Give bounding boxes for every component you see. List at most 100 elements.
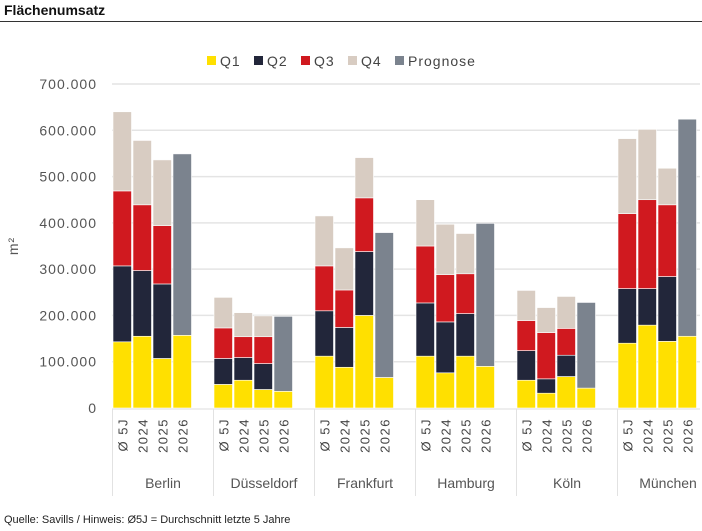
bar-segment-q4: [152, 159, 172, 226]
group-label: Köln: [553, 475, 581, 491]
y-tick-label: 700.000: [39, 76, 97, 92]
y-tick-label: 500.000: [39, 169, 97, 185]
x-tick-label: 2025: [559, 418, 574, 453]
bar-segment-q2: [112, 265, 132, 343]
x-tick-label: Ø 5J: [620, 418, 635, 451]
bar-segment-q2: [354, 251, 374, 316]
legend-label-q4: Q4: [361, 53, 382, 69]
legend-label-q3: Q3: [314, 53, 335, 69]
x-tick-label: 2024: [539, 418, 554, 453]
bar-segment-q4: [516, 290, 536, 321]
bar-segment-q3: [455, 273, 475, 314]
bar-segment-q3: [132, 204, 152, 271]
legend-label-prognose: Prognose: [408, 53, 476, 69]
bar-segment-q2: [657, 276, 677, 342]
bar-segment-q3: [536, 332, 556, 380]
bar-segment-q1: [172, 335, 192, 409]
legend-label-q2: Q2: [267, 53, 288, 69]
bar-segment-q1: [677, 335, 697, 409]
bar-segment-q3: [556, 328, 576, 356]
legend-swatch-q3: [301, 56, 310, 65]
y-tick-label: 200.000: [39, 307, 97, 323]
bar-segment-q2: [415, 302, 435, 357]
y-tick-label: 300.000: [39, 261, 97, 277]
legend-swatch-q4: [348, 56, 357, 65]
bar-segment-prognose: [677, 118, 697, 337]
bar-segment-q3: [657, 204, 677, 277]
bar-segment-q2: [213, 358, 233, 385]
bar-segment-q4: [253, 315, 273, 338]
group-label: München: [639, 475, 697, 491]
bar-segment-q4: [354, 157, 374, 199]
x-tick-label: Ø 5J: [115, 418, 130, 451]
bar-segment-q3: [233, 336, 253, 358]
bar-segment-q4: [132, 140, 152, 206]
bar-segment-q1: [536, 392, 556, 409]
bar-segment-q4: [536, 307, 556, 333]
bar-segment-q1: [637, 324, 657, 409]
bar-segment-q1: [657, 341, 677, 409]
bar-segment-q3: [435, 274, 455, 323]
x-tick-label: Ø 5J: [418, 418, 433, 451]
bar-segment-q1: [354, 315, 374, 409]
x-tick-label: 2024: [135, 418, 150, 453]
bar-segment-q2: [637, 288, 657, 326]
bar-segment-q1: [132, 335, 152, 409]
group-label: Hamburg: [437, 475, 495, 491]
bar-segment-q2: [152, 283, 172, 359]
x-tick-label: Ø 5J: [216, 418, 231, 451]
x-tick-label: 2026: [680, 418, 695, 453]
bar-segment-q3: [637, 199, 657, 289]
bar-segment-q3: [253, 336, 273, 364]
bar-segment-q1: [455, 355, 475, 409]
bar-segment-prognose: [172, 153, 192, 336]
x-tick-label: Ø 5J: [317, 418, 332, 451]
bar-segment-q1: [617, 342, 637, 409]
group-label: Frankfurt: [337, 475, 393, 491]
bar-segment-prognose: [475, 223, 495, 367]
legend-label-q1: Q1: [220, 53, 241, 69]
x-tick-label: 2026: [478, 418, 493, 453]
bar-segment-q2: [516, 350, 536, 381]
bar-segment-q3: [617, 213, 637, 289]
bar-segment-q4: [415, 199, 435, 247]
bar-segment-q2: [253, 363, 273, 390]
bar-segment-q1: [576, 387, 596, 409]
group-label: Berlin: [145, 475, 181, 491]
group-label: Düsseldorf: [231, 475, 298, 491]
source-note: Quelle: Savills / Hinweis: Ø5J = Durchsc…: [4, 514, 291, 526]
bar-segment-q3: [314, 265, 334, 312]
x-tick-label: 2026: [377, 418, 392, 453]
bar-segment-q1: [415, 355, 435, 409]
bar-segment-q4: [455, 233, 475, 275]
bar-segment-q4: [213, 297, 233, 329]
bar-segment-q2: [617, 288, 637, 344]
bar-segment-q3: [334, 289, 354, 328]
title-divider: [0, 21, 702, 22]
x-tick-label: 2025: [155, 418, 170, 453]
bar-segment-prognose: [273, 316, 293, 392]
bar-segment-q4: [435, 223, 455, 275]
bar-segment-q1: [233, 379, 253, 409]
bar-segment-q1: [374, 377, 394, 409]
y-tick-label: 400.000: [39, 215, 97, 231]
bar-segment-q1: [334, 366, 354, 409]
bar-segment-q3: [354, 197, 374, 252]
x-tick-label: Ø 5J: [519, 418, 534, 451]
bar-segment-q1: [273, 391, 293, 409]
bar-segment-q4: [556, 296, 576, 329]
bar-segment-q2: [536, 378, 556, 394]
bar-segment-q1: [152, 358, 172, 409]
x-tick-label: 2024: [337, 418, 352, 453]
x-tick-label: 2026: [175, 418, 190, 453]
bar-segment-q2: [233, 357, 253, 381]
bar-segment-q1: [556, 376, 576, 409]
x-tick-label: 2024: [640, 418, 655, 453]
bar-segment-q4: [112, 111, 132, 192]
y-tick-label: 0: [88, 400, 97, 416]
x-tick-label: 2025: [357, 418, 372, 453]
bar-segment-q1: [253, 389, 273, 409]
bar-segment-q3: [516, 320, 536, 351]
bar-segment-q4: [314, 215, 334, 267]
